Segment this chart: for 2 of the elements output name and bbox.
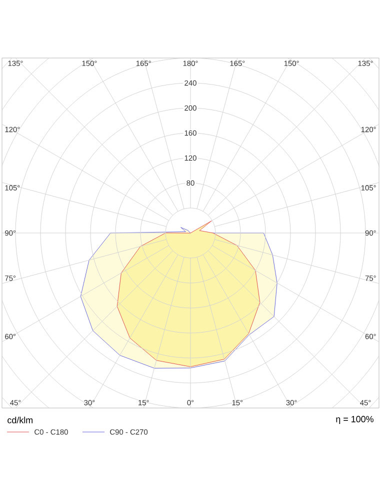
text: η = 100% [336,416,374,424]
text: cd/klm [8,416,33,424]
